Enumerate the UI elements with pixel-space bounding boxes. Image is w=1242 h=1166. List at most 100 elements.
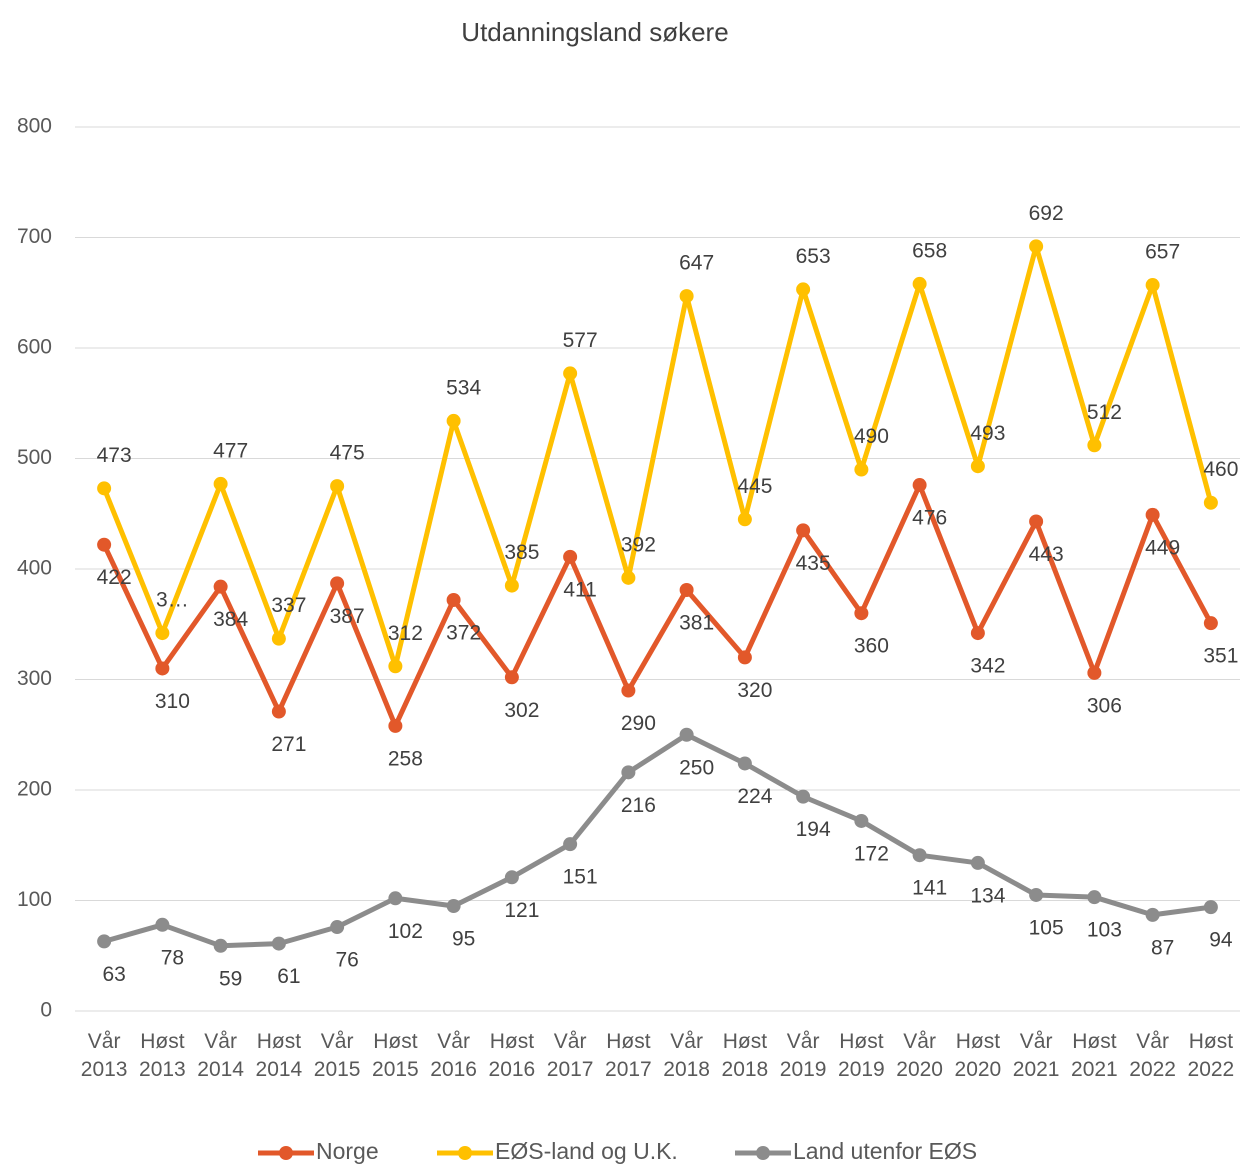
point	[1145, 907, 1160, 922]
line	[101, 243, 1214, 669]
data-label: 392	[621, 533, 656, 556]
data-label: 194	[796, 818, 831, 841]
point	[330, 576, 345, 591]
x-tick-label: Høst 2016	[489, 1030, 536, 1081]
data-label: 151	[563, 866, 598, 889]
data-label: 435	[796, 552, 831, 575]
point	[504, 670, 519, 685]
x-tick-label: Høst 2015	[372, 1030, 419, 1081]
legend-label: Norge	[316, 1138, 379, 1164]
data-label: 387	[330, 605, 365, 628]
point	[563, 837, 578, 852]
point	[854, 462, 869, 477]
data-label: 78	[161, 946, 184, 969]
x-tick-label: Vår 2022	[1129, 1030, 1176, 1081]
point	[330, 479, 345, 494]
x-tick-label: Høst 2018	[722, 1030, 769, 1081]
data-label: 61	[277, 965, 300, 988]
data-label: 385	[504, 541, 539, 564]
y-tick-label: 100	[17, 888, 52, 911]
point	[213, 938, 228, 953]
point	[563, 366, 578, 381]
data-label: 422	[97, 566, 132, 589]
point	[271, 631, 286, 646]
data-label: 302	[504, 699, 539, 722]
data-label: 475	[330, 442, 365, 465]
point	[1029, 887, 1044, 902]
x-tick-label: Vår 2020	[896, 1030, 943, 1081]
y-tick-label: 200	[17, 778, 52, 801]
x-tick-label: Vår 2019	[780, 1030, 827, 1081]
point	[271, 704, 286, 719]
data-label: 258	[388, 747, 423, 770]
chart-title: Utdanningsland søkere	[461, 17, 728, 47]
point	[388, 718, 403, 733]
point	[213, 476, 228, 491]
legend-label: Land utenfor EØS	[793, 1138, 977, 1164]
data-label: 577	[563, 329, 598, 352]
point	[563, 549, 578, 564]
data-label: 306	[1087, 694, 1122, 717]
point	[155, 661, 170, 676]
data-label: 216	[621, 794, 656, 817]
point	[621, 765, 636, 780]
data-label: 512	[1087, 401, 1122, 424]
point	[912, 848, 927, 863]
data-label: 460	[1203, 458, 1238, 481]
point	[679, 582, 694, 597]
data-label: 653	[796, 245, 831, 268]
y-tick-label: 500	[17, 446, 52, 469]
point	[854, 813, 869, 828]
point	[446, 592, 461, 607]
data-label: 351	[1203, 645, 1238, 668]
data-label: 381	[679, 612, 714, 635]
point	[796, 282, 811, 297]
point	[679, 289, 694, 304]
data-label: 372	[446, 621, 481, 644]
data-label: 337	[271, 594, 306, 617]
data-label: 290	[621, 712, 656, 735]
point	[1029, 514, 1044, 529]
x-tick-label: Vår 2018	[663, 1030, 710, 1081]
point	[1087, 665, 1102, 680]
data-label: 59	[219, 967, 242, 990]
point	[1203, 900, 1218, 915]
point	[330, 920, 345, 935]
data-label: 692	[1029, 202, 1064, 225]
data-label: 360	[854, 635, 889, 658]
point	[213, 579, 228, 594]
point	[504, 870, 519, 885]
data-label: 250	[679, 756, 714, 779]
legend-marker	[756, 1146, 770, 1160]
point	[970, 626, 985, 641]
x-tick-label: Vår 2021	[1013, 1030, 1060, 1081]
x-tick-label: Høst 2014	[256, 1030, 303, 1081]
y-tick-label: 300	[17, 667, 52, 690]
x-tick-label: Høst 2022	[1188, 1030, 1235, 1081]
data-label: 310	[155, 690, 190, 713]
data-label: 63	[102, 963, 125, 986]
point	[854, 606, 869, 621]
data-label: 87	[1151, 936, 1174, 959]
data-label: 411	[563, 578, 596, 601]
point	[912, 478, 927, 493]
data-label: 224	[737, 785, 772, 808]
point	[155, 917, 170, 932]
data-label: 102	[388, 920, 423, 943]
point	[796, 523, 811, 538]
point	[1145, 507, 1160, 522]
y-tick-label: 700	[17, 225, 52, 248]
data-label: 3…	[156, 589, 189, 612]
data-label: 141	[912, 877, 947, 900]
data-label: 657	[1145, 241, 1180, 264]
x-tick-label: Vår 2014	[197, 1030, 244, 1081]
x-tick-label: Vår 2017	[547, 1030, 594, 1081]
x-tick-label: Høst 2013	[139, 1030, 186, 1081]
x-tick-label: Høst 2019	[838, 1030, 885, 1081]
point	[1145, 278, 1160, 293]
data-label: 493	[970, 422, 1005, 445]
legend-marker	[279, 1146, 293, 1160]
data-label: 658	[912, 239, 947, 262]
data-label: 320	[737, 679, 772, 702]
point	[1087, 438, 1102, 453]
